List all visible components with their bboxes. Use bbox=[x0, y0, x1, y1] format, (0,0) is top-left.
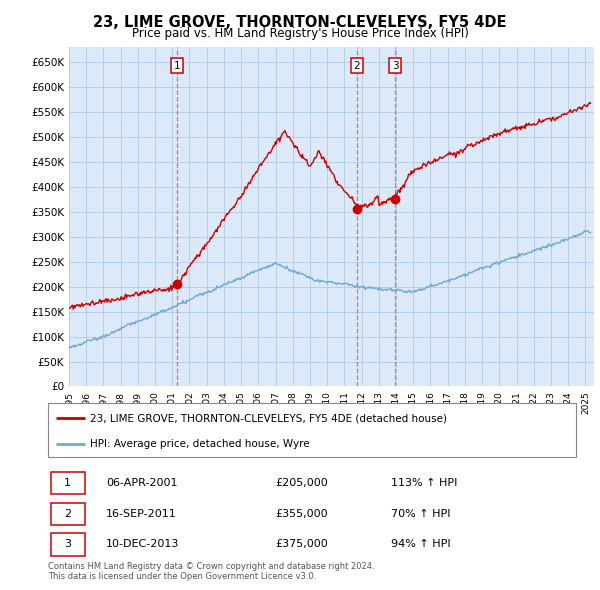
Text: £355,000: £355,000 bbox=[275, 509, 328, 519]
Text: 3: 3 bbox=[64, 539, 71, 549]
Text: Contains HM Land Registry data © Crown copyright and database right 2024.: Contains HM Land Registry data © Crown c… bbox=[48, 562, 374, 571]
Text: 06-APR-2001: 06-APR-2001 bbox=[106, 478, 178, 488]
Text: 23, LIME GROVE, THORNTON-CLEVELEYS, FY5 4DE: 23, LIME GROVE, THORNTON-CLEVELEYS, FY5 … bbox=[93, 15, 507, 30]
Text: 70% ↑ HPI: 70% ↑ HPI bbox=[391, 509, 451, 519]
FancyBboxPatch shape bbox=[50, 503, 85, 525]
Text: 1: 1 bbox=[64, 478, 71, 488]
Text: £375,000: £375,000 bbox=[275, 539, 328, 549]
Text: 1: 1 bbox=[173, 61, 180, 71]
Text: Price paid vs. HM Land Registry's House Price Index (HPI): Price paid vs. HM Land Registry's House … bbox=[131, 27, 469, 40]
Text: 23, LIME GROVE, THORNTON-CLEVELEYS, FY5 4DE (detached house): 23, LIME GROVE, THORNTON-CLEVELEYS, FY5 … bbox=[90, 413, 447, 423]
FancyBboxPatch shape bbox=[50, 472, 85, 494]
Text: 2: 2 bbox=[353, 61, 360, 71]
Text: 3: 3 bbox=[392, 61, 398, 71]
Text: This data is licensed under the Open Government Licence v3.0.: This data is licensed under the Open Gov… bbox=[48, 572, 316, 581]
Text: 2: 2 bbox=[64, 509, 71, 519]
Text: HPI: Average price, detached house, Wyre: HPI: Average price, detached house, Wyre bbox=[90, 439, 310, 448]
Text: 16-SEP-2011: 16-SEP-2011 bbox=[106, 509, 177, 519]
Text: 113% ↑ HPI: 113% ↑ HPI bbox=[391, 478, 458, 488]
FancyBboxPatch shape bbox=[48, 403, 576, 457]
Text: £205,000: £205,000 bbox=[275, 478, 328, 488]
Text: 94% ↑ HPI: 94% ↑ HPI bbox=[391, 539, 451, 549]
Text: 10-DEC-2013: 10-DEC-2013 bbox=[106, 539, 179, 549]
FancyBboxPatch shape bbox=[50, 533, 85, 556]
